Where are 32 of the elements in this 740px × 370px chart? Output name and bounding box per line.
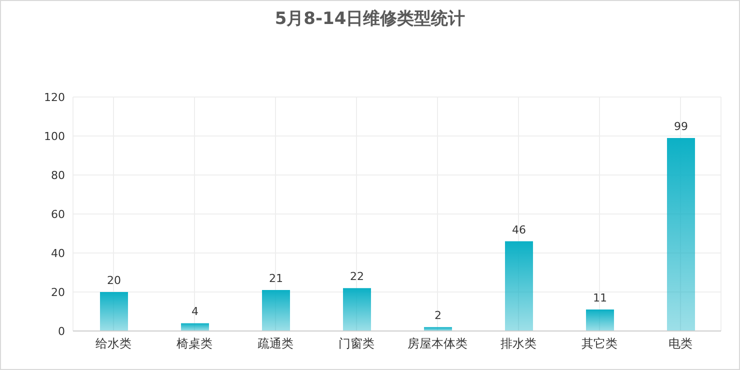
y-tick-label: 20 (51, 286, 65, 299)
data-label: 99 (674, 120, 688, 133)
data-label: 20 (107, 274, 121, 287)
x-tick-label: 给水类 (96, 336, 132, 351)
data-label: 46 (512, 223, 526, 236)
y-tick-label: 40 (51, 246, 65, 260)
bar (586, 310, 614, 331)
x-tick-label: 椅桌类 (176, 336, 212, 351)
x-tick-label: 排水类 (500, 336, 536, 351)
data-label: 11 (593, 292, 607, 305)
x-tick-label: 其它类 (582, 336, 618, 351)
y-tick-label: 120 (44, 90, 65, 104)
x-tick-label: 门窗类 (338, 336, 374, 351)
bar (100, 292, 128, 331)
data-label: 4 (192, 305, 198, 318)
bar (343, 288, 371, 331)
data-label: 21 (269, 272, 283, 286)
data-label: 2 (434, 309, 442, 322)
x-tick-label: 电类 (668, 336, 692, 351)
bar (262, 290, 290, 331)
chart-title: 5月8-14日维修类型统计 (274, 8, 466, 30)
y-tick-label: 100 (44, 130, 65, 143)
bar (667, 138, 695, 331)
x-tick-label: 房屋本体类 (408, 336, 468, 351)
bar (424, 327, 452, 331)
bar (181, 323, 209, 331)
x-tick-label: 疏通类 (258, 336, 294, 351)
y-tick-label: 60 (51, 208, 65, 221)
data-label: 22 (350, 270, 364, 284)
bar (505, 241, 533, 331)
y-tick-label: 0 (58, 324, 65, 338)
y-tick-label: 80 (51, 168, 65, 182)
